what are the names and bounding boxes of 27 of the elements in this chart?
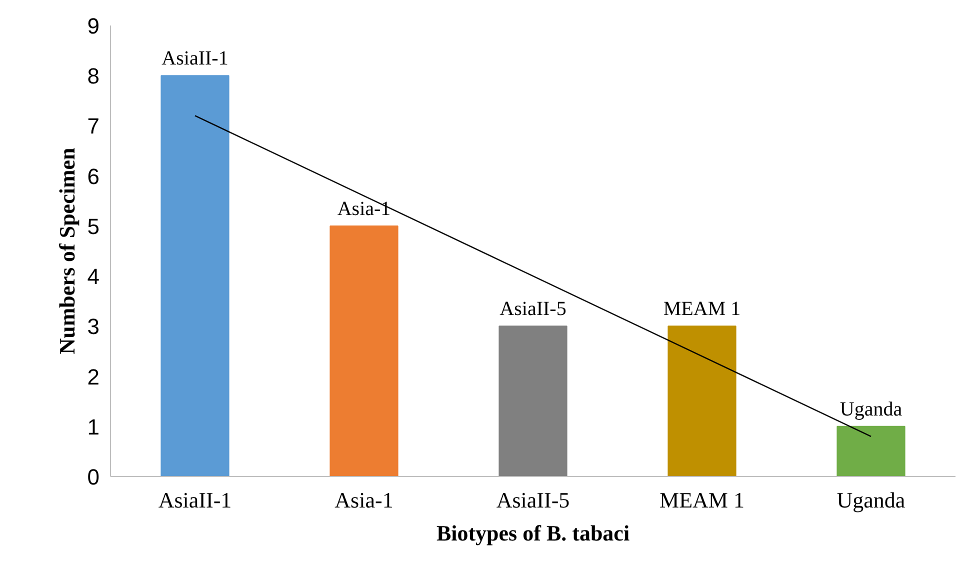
y-tick-label: 8 xyxy=(87,64,100,89)
y-tick-label: 6 xyxy=(87,164,100,189)
y-tick-label: 2 xyxy=(87,364,100,390)
annotation: MEAM 1 xyxy=(663,298,741,320)
annotation: AsiaII-5 xyxy=(500,298,566,320)
x-tick-label: Asia-1 xyxy=(334,488,394,512)
x-tick-label: Uganda xyxy=(836,488,906,512)
bar xyxy=(668,326,736,476)
y-tick-label: 3 xyxy=(87,314,100,340)
y-tick-label: 9 xyxy=(87,14,100,38)
y-tick-label: 1 xyxy=(87,414,100,440)
x-axis-title: Biotypes of B. tabaci xyxy=(436,520,630,546)
x-tick-label: AsiaII-5 xyxy=(496,488,570,512)
bar xyxy=(160,75,230,476)
y-tick-label: 4 xyxy=(87,264,100,290)
y-axis-title: Numbers of Specimen xyxy=(54,148,80,354)
annotation: AsiaII-1 xyxy=(162,48,228,70)
y-tick-label: 0 xyxy=(87,464,100,490)
bar xyxy=(836,426,906,476)
x-tick-label: MEAM 1 xyxy=(660,488,744,512)
bar xyxy=(330,225,398,476)
x-tick-label: AsiaII-1 xyxy=(158,488,232,512)
y-tick-label: 7 xyxy=(87,114,100,139)
bar xyxy=(498,326,568,476)
y-tick-label: 5 xyxy=(87,214,100,239)
annotation: Asia-1 xyxy=(337,198,391,220)
annotation: Uganda xyxy=(840,398,902,420)
